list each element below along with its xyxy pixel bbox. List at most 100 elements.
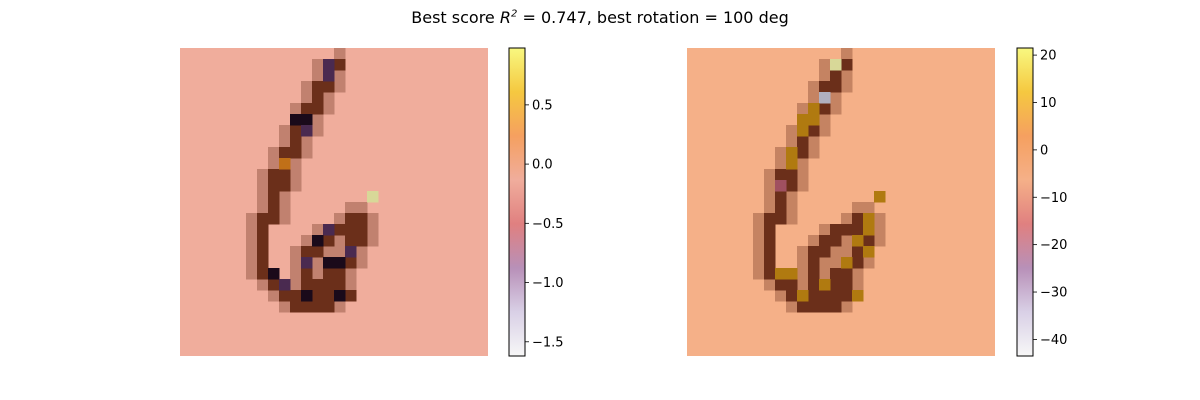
heatmap-cell: [257, 257, 269, 269]
heatmap-cell: [764, 235, 776, 247]
heatmap-cell: [841, 213, 853, 225]
heatmap-cell: [764, 279, 776, 291]
heatmap-cell: [279, 290, 291, 302]
heatmap-cell: [797, 125, 809, 137]
heatmap-cell: [367, 191, 379, 203]
heatmap-cell: [345, 235, 357, 247]
heatmap-cell: [841, 246, 853, 258]
heatmap-cell: [863, 235, 875, 247]
heatmap-cell: [753, 224, 765, 236]
heatmap-cell: [819, 59, 831, 71]
heatmap-cell: [323, 235, 335, 247]
heatmap-cell: [279, 180, 291, 192]
colorbar-tick-label: −30: [1040, 286, 1067, 301]
colorbar-tick-label: −1.5: [532, 335, 564, 350]
heatmap-cell: [268, 191, 280, 203]
heatmap-cell: [356, 213, 368, 225]
heatmap-cell: [334, 213, 346, 225]
heatmap-cell: [279, 301, 291, 313]
heatmap-cell: [797, 147, 809, 159]
heatmap-cell: [797, 114, 809, 126]
heatmap-cell: [345, 202, 357, 214]
colorbar-tick-label: −1.0: [532, 276, 564, 291]
heatmap-cell: [775, 180, 787, 192]
heatmap-cell: [268, 268, 280, 280]
heatmap-cell: [268, 202, 280, 214]
heatmap-cell: [334, 301, 346, 313]
heatmap-cell: [334, 279, 346, 291]
heatmap-cell: [279, 213, 291, 225]
heatmap-cell: [246, 213, 258, 225]
heatmap-cell: [246, 224, 258, 236]
heatmap-cell: [334, 268, 346, 280]
heatmap-cell: [786, 191, 798, 203]
heatmap-cell: [830, 92, 842, 104]
heatmap-cell: [356, 202, 368, 214]
heatmap-cell: [830, 290, 842, 302]
heatmap-cell: [312, 70, 324, 82]
heatmap-cell: [312, 224, 324, 236]
heatmap-cell: [819, 257, 831, 269]
heatmap-cell: [863, 246, 875, 258]
heatmap-cell: [852, 213, 864, 225]
heatmap-cell: [323, 81, 335, 93]
heatmap-cell: [345, 257, 357, 269]
title-r-exponent: 2: [511, 8, 518, 20]
heatmap-cell: [863, 213, 875, 225]
heatmap-cell: [764, 224, 776, 236]
heatmap-cell: [323, 224, 335, 236]
heatmap-cell: [279, 147, 291, 159]
heatmap-cell: [301, 279, 313, 291]
heatmap-cell: [301, 235, 313, 247]
heatmap-cell: [290, 125, 302, 137]
heatmap-cell: [841, 235, 853, 247]
colorbar-tick-label: 0.5: [532, 98, 553, 113]
heatmap-cell: [808, 81, 820, 93]
heatmap-cell: [863, 202, 875, 214]
heatmap-cell: [268, 290, 280, 302]
heatmap-cell: [808, 103, 820, 115]
heatmap-cell: [797, 279, 809, 291]
heatmap-cell: [830, 59, 842, 71]
heatmap-cell: [830, 279, 842, 291]
heatmap-cell: [830, 235, 842, 247]
heatmap-cell: [797, 246, 809, 258]
heatmap-cell: [852, 290, 864, 302]
heatmap-cell: [279, 125, 291, 137]
heatmap-cell: [819, 70, 831, 82]
heatmap-cell: [301, 136, 313, 148]
colorbar-tick-label: −0.5: [532, 217, 564, 232]
heatmap-cell: [312, 268, 324, 280]
heatmap-cell: [279, 191, 291, 203]
heatmap-cell: [764, 180, 776, 192]
heatmap-cell: [301, 125, 313, 137]
heatmap-cell: [841, 257, 853, 269]
heatmap-cell: [301, 290, 313, 302]
heatmap-cell: [257, 235, 269, 247]
heatmap-cell: [290, 114, 302, 126]
heatmap-cell: [323, 290, 335, 302]
heatmap-cell: [301, 92, 313, 104]
heatmap-cell: [819, 114, 831, 126]
heatmap-cell: [279, 169, 291, 181]
heatmap-cell: [246, 246, 258, 258]
heatmap-cell: [775, 202, 787, 214]
heatmap-cell: [775, 147, 787, 159]
heatmap-cell: [290, 169, 302, 181]
heatmap-cell: [819, 279, 831, 291]
heatmap-cell: [808, 301, 820, 313]
heatmap-cell: [290, 301, 302, 313]
heatmap-cell: [334, 59, 346, 71]
heatmap-cell: [356, 257, 368, 269]
heatmap-cell: [323, 70, 335, 82]
heatmap-cell: [323, 301, 335, 313]
heatmap-cell: [830, 81, 842, 93]
heatmap-cell: [819, 246, 831, 258]
heatmap-cell: [323, 246, 335, 258]
colorbar-tick-label: −20: [1040, 238, 1067, 253]
heatmap-cell: [753, 213, 765, 225]
heatmap-cell: [334, 290, 346, 302]
heatmap-cell: [797, 169, 809, 181]
heatmap-cell: [764, 213, 776, 225]
heatmap-cell: [334, 70, 346, 82]
